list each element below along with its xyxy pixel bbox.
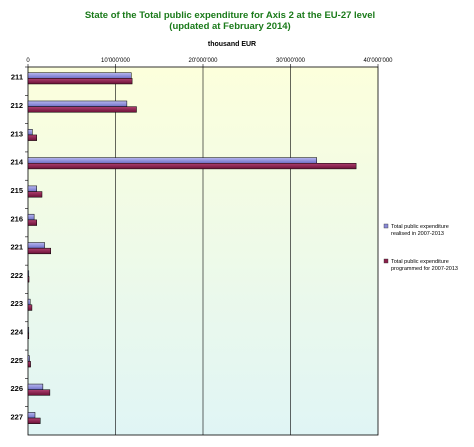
bar-programmed xyxy=(27,219,37,226)
y-category-label: 214 xyxy=(10,158,23,167)
y-category-label: 216 xyxy=(10,214,23,223)
bar-realised xyxy=(27,100,128,107)
x-tick-label: 0 xyxy=(26,58,30,64)
y-category-label: 224 xyxy=(10,328,23,337)
legend-swatch-programmed xyxy=(383,258,389,264)
x-axis-ticks: 0 10'000'000 20'000'000 30'000'000 40'000'00… xyxy=(26,58,393,67)
y-category-label: 221 xyxy=(10,243,23,252)
legend-label-programmed: Total public expenditure programmed for 2… xyxy=(391,259,458,272)
x-tick-label: 20'000'000 xyxy=(189,58,219,64)
bars xyxy=(27,72,357,424)
bar-realised xyxy=(27,355,30,362)
y-category-label: 223 xyxy=(10,299,23,308)
legend: Total public expenditure realised in 2007… xyxy=(383,223,458,272)
unit-label: thousand EUR xyxy=(208,41,256,48)
y-category-label: 222 xyxy=(10,271,23,280)
bar-programmed xyxy=(27,276,30,283)
bar-realised xyxy=(27,213,35,221)
x-tick-label: 40'000'000 xyxy=(364,58,394,64)
bar-realised xyxy=(27,298,31,306)
bar-programmed xyxy=(27,78,133,85)
x-tick-label: 10'000'000 xyxy=(101,58,131,64)
bar-realised xyxy=(27,72,132,79)
bar-realised xyxy=(27,185,37,192)
bar-realised xyxy=(27,412,36,419)
bar-programmed xyxy=(27,304,33,311)
bar-programmed xyxy=(27,247,51,255)
bar-programmed xyxy=(27,191,43,198)
grid-lines xyxy=(115,67,291,435)
bar-programmed xyxy=(27,162,357,170)
bar-programmed xyxy=(27,389,51,396)
chart-title: State of the Total public expenditure fo… xyxy=(85,10,375,21)
y-category-label: 227 xyxy=(10,412,23,421)
y-category-label: 213 xyxy=(10,129,23,138)
x-tick-label: 30'000'000 xyxy=(276,58,306,64)
bar-programmed xyxy=(27,134,37,141)
y-category-label: 225 xyxy=(10,356,23,365)
y-category-label: 215 xyxy=(10,186,23,195)
bar-realised xyxy=(27,327,30,334)
y-axis-categories: 211 212 213 214 215 216 221 222 223 224 225 226 227 xyxy=(10,66,28,421)
bar-realised xyxy=(27,242,45,249)
bar-programmed xyxy=(27,106,137,113)
bar-realised xyxy=(27,157,317,164)
bar-realised xyxy=(27,129,33,136)
y-category-label: 211 xyxy=(11,73,23,82)
y-category-label: 212 xyxy=(10,101,23,110)
bar-programmed xyxy=(27,417,41,424)
chart-subtitle: (updated at February 2014) xyxy=(169,21,290,32)
legend-swatch-realised xyxy=(383,223,389,229)
y-category-label: 226 xyxy=(10,384,23,393)
bar-programmed xyxy=(27,332,30,340)
bar-realised xyxy=(27,383,44,390)
legend-label-realised: Total public expenditure realised in 2007… xyxy=(391,224,449,237)
bar-programmed xyxy=(27,361,31,368)
bar-realised xyxy=(27,270,30,277)
